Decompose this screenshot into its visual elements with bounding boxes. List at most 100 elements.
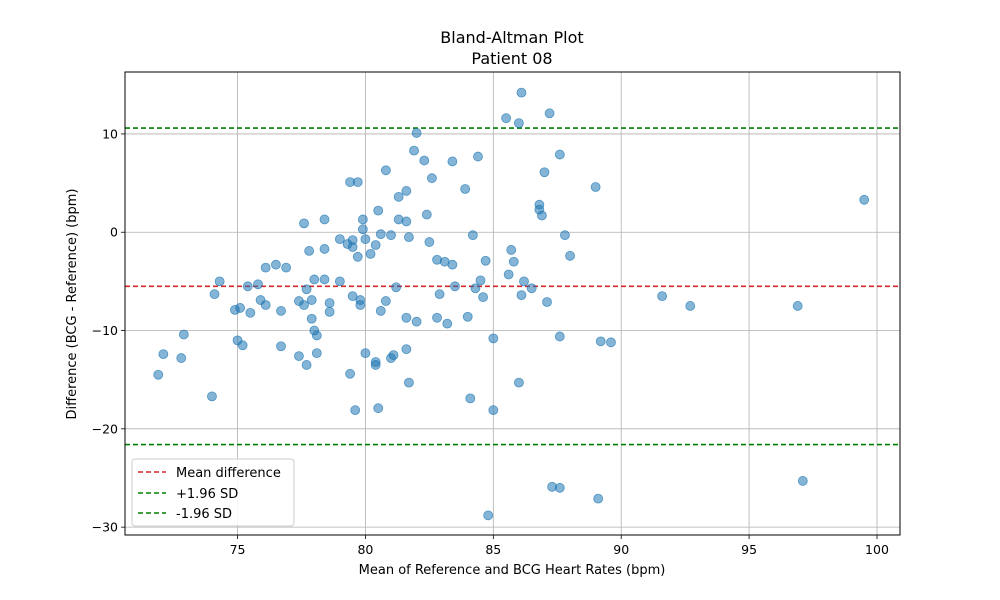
data-point: [299, 300, 309, 310]
data-point: [370, 357, 381, 367]
data-point: [488, 333, 499, 344]
data-point: [554, 482, 565, 493]
y-tick-label: −20: [92, 421, 118, 436]
data-point: [309, 274, 320, 285]
y-tick-label: 10: [102, 126, 118, 141]
data-point: [447, 156, 458, 167]
data-point: [404, 377, 414, 388]
data-point: [450, 281, 460, 292]
data-point: [657, 291, 668, 302]
data-point: [465, 393, 476, 404]
data-point: [281, 262, 292, 273]
data-point: [334, 276, 345, 287]
data-point: [352, 177, 363, 187]
data-point: [375, 305, 386, 316]
data-point: [373, 403, 384, 414]
legend-lower-label: -1.96 SD: [176, 507, 232, 522]
data-point: [375, 229, 386, 240]
data-point: [590, 182, 601, 192]
data-point: [299, 218, 309, 229]
data-point: [360, 234, 371, 245]
data-point: [606, 337, 616, 348]
data-point: [306, 295, 317, 305]
data-point: [595, 336, 606, 347]
data-point: [324, 298, 335, 308]
data-point: [237, 340, 248, 351]
x-tick-label: 100: [865, 542, 889, 557]
y-tick-label: −30: [92, 520, 118, 535]
data-point: [350, 405, 361, 416]
data-point: [501, 113, 512, 124]
x-tick-label: 75: [230, 542, 246, 557]
data-point: [419, 155, 430, 166]
data-point: [401, 216, 412, 227]
data-point: [542, 297, 552, 307]
data-point: [214, 276, 225, 287]
data-point: [409, 145, 419, 156]
data-point: [347, 235, 358, 245]
data-point: [424, 237, 435, 247]
data-points: [153, 87, 870, 521]
data-point: [526, 283, 537, 294]
data-point: [319, 244, 330, 254]
data-point: [380, 165, 391, 176]
x-axis-label: Mean of Reference and BCG Heart Rates (b…: [359, 563, 666, 578]
data-point: [370, 240, 381, 250]
data-point: [235, 303, 245, 313]
data-point: [478, 292, 488, 303]
data-point: [593, 493, 604, 504]
data-point: [178, 329, 189, 340]
data-point: [245, 307, 256, 318]
data-point: [432, 312, 442, 323]
data-point: [365, 248, 376, 259]
data-point: [334, 234, 345, 245]
data-point: [207, 391, 217, 402]
data-point: [421, 209, 432, 220]
data-point: [276, 305, 286, 316]
data-point: [797, 476, 808, 486]
data-point: [386, 230, 396, 241]
data-point: [539, 167, 550, 178]
data-point: [427, 173, 437, 184]
x-tick-label: 85: [485, 542, 501, 557]
plot-area-frame: [124, 71, 901, 536]
legend-mean-label: Mean difference: [176, 466, 281, 481]
data-point: [153, 369, 164, 380]
data-point: [506, 245, 517, 255]
data-point: [480, 255, 491, 266]
data-point: [442, 318, 453, 329]
data-point: [513, 377, 524, 388]
data-point: [380, 296, 391, 306]
data-point: [503, 269, 514, 280]
y-tick-label: 0: [110, 225, 118, 240]
data-point: [516, 87, 527, 98]
legend-box: [131, 458, 295, 527]
data-point: [401, 186, 412, 196]
data-point: [324, 306, 335, 317]
data-point: [404, 232, 414, 243]
data-point: [508, 256, 519, 267]
data-point: [301, 360, 312, 370]
data-point: [544, 108, 555, 119]
data-point: [176, 353, 187, 363]
legend: Mean difference +1.96 SD -1.96 SD: [131, 458, 295, 527]
data-point: [304, 246, 315, 256]
x-tick-label: 80: [357, 542, 373, 557]
data-point: [475, 275, 486, 286]
data-point: [319, 214, 330, 225]
data-point: [306, 313, 317, 324]
data-point: [373, 205, 384, 216]
data-point: [319, 274, 330, 285]
data-point: [685, 301, 696, 311]
data-point: [434, 289, 445, 300]
data-point: [560, 230, 570, 241]
data-point: [271, 259, 281, 270]
data-point: [467, 230, 478, 241]
data-point: [792, 301, 803, 311]
data-point: [411, 128, 422, 138]
data-point: [401, 344, 412, 355]
data-point: [355, 300, 366, 310]
data-point: [311, 330, 322, 341]
data-point: [209, 289, 220, 300]
data-point: [554, 331, 565, 342]
